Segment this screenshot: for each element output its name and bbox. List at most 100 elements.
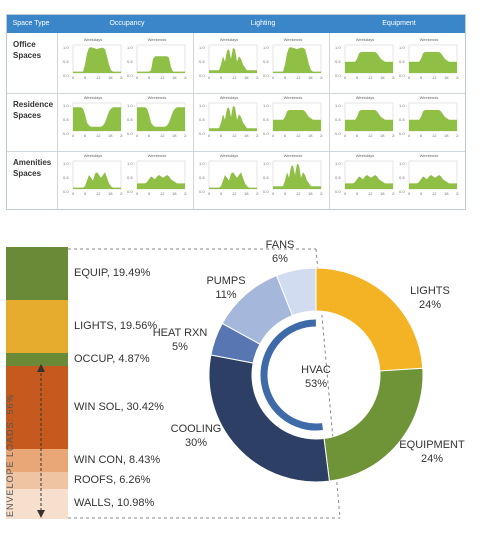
mini-x-tick: 6: [220, 75, 223, 80]
mini-chart-title: Weekends: [283, 153, 303, 158]
donut-slice-fans: [275, 267, 317, 317]
mini-x-tick: 0: [72, 75, 75, 80]
mini-x-tick: 24: [392, 75, 395, 80]
mini-x-tick: 12: [96, 191, 101, 196]
mini-x-tick: 12: [160, 191, 165, 196]
profile-area: [409, 52, 457, 73]
mini-x-tick: 6: [284, 191, 287, 196]
mini-x-tick: 24: [120, 191, 123, 196]
mini-profile-chart: Weekdays 1.0 0.5 0.00 6 12 18 24: [63, 37, 123, 83]
profile-area: [209, 172, 257, 189]
mini-x-tick: 12: [432, 75, 437, 80]
mini-x-tick: 0: [272, 133, 275, 138]
stack-segment-win-sol: [6, 366, 68, 450]
mini-y-tick: 0.5: [63, 117, 69, 122]
mini-chart-title: Weekends: [419, 37, 439, 42]
mini-x-tick: 24: [184, 191, 187, 196]
mini-x-tick: 6: [356, 75, 359, 80]
mini-chart-title: Weekdays: [83, 95, 103, 100]
mini-profile-chart: Weekends 1.0 0.5 0.00 6 12 18 24: [127, 95, 187, 141]
mini-x-tick: 6: [356, 191, 359, 196]
mini-y-tick: 1.0: [263, 103, 269, 108]
mini-y-tick: 0.5: [63, 59, 69, 64]
profile-area: [345, 52, 393, 73]
mini-y-tick: 1.0: [127, 45, 133, 50]
mini-y-tick: 1.0: [63, 45, 69, 50]
mini-profile-chart: Weekdays 1.0 0.5 0.00 6 12 18 24: [63, 95, 123, 141]
row-divider: [7, 151, 465, 152]
profile-area: [273, 110, 321, 131]
mini-profile-chart: Weekends 1.0 0.5 0.00 6 12 18 24: [399, 153, 459, 199]
mini-x-tick: 12: [432, 133, 437, 138]
mini-y-tick: 0.5: [127, 117, 133, 122]
stack-label: WIN SOL, 30.42%: [74, 400, 164, 413]
mini-x-tick: 6: [420, 133, 423, 138]
stack-segment-lights: [6, 300, 68, 354]
mini-x-tick: 24: [120, 133, 123, 138]
mini-y-tick: 0.5: [399, 59, 405, 64]
mini-x-tick: 6: [148, 133, 151, 138]
row-label-office: Office Spaces: [13, 40, 42, 60]
mini-x-tick: 0: [272, 75, 275, 80]
mini-x-tick: 0: [408, 75, 411, 80]
mini-x-tick: 12: [368, 75, 373, 80]
mini-x-tick: 24: [456, 75, 459, 80]
mini-y-tick: 1.0: [399, 103, 405, 108]
mini-chart-title: Weekdays: [83, 37, 103, 42]
grid-header: Space Type Occupancy Lighting Equipment: [7, 15, 465, 33]
profile-area: [73, 172, 121, 189]
mini-x-tick: 24: [320, 75, 323, 80]
mini-x-tick: 0: [408, 191, 411, 196]
mini-y-tick: 0.0: [127, 73, 133, 78]
mini-x-tick: 0: [136, 75, 139, 80]
mini-x-tick: 24: [184, 133, 187, 138]
mini-y-tick: 0.0: [63, 131, 69, 136]
mini-x-tick: 0: [72, 133, 75, 138]
mini-x-tick: 18: [444, 75, 449, 80]
mini-chart-title: Weekdays: [355, 95, 375, 100]
mini-x-tick: 0: [344, 75, 347, 80]
mini-chart-title: Weekends: [147, 153, 167, 158]
mini-profile-chart: Weekends 1.0 0.5 0.00 6 12 18 24: [127, 37, 187, 83]
mini-x-tick: 24: [320, 133, 323, 138]
mini-y-tick: 0.5: [199, 175, 205, 180]
mini-x-tick: 18: [380, 191, 385, 196]
profile-area: [409, 175, 457, 189]
envelope-arrow-down: [37, 510, 45, 518]
mini-y-tick: 1.0: [263, 161, 269, 166]
mini-x-tick: 18: [244, 191, 249, 196]
mini-y-tick: 0.0: [335, 189, 341, 194]
mini-x-tick: 6: [420, 75, 423, 80]
profile-area: [73, 47, 121, 73]
mini-x-tick: 24: [456, 133, 459, 138]
mini-x-tick: 6: [148, 191, 151, 196]
profile-area: [209, 47, 257, 73]
mini-x-tick: 24: [320, 191, 323, 196]
mini-x-tick: 6: [148, 75, 151, 80]
mini-x-tick: 0: [136, 133, 139, 138]
equipment-header: Equipment: [382, 20, 416, 27]
load-stack-bar: [6, 247, 68, 519]
profile-grid: Space Type Occupancy Lighting Equipment …: [6, 14, 466, 210]
mini-y-tick: 0.0: [399, 189, 405, 194]
mini-y-tick: 0.0: [263, 73, 269, 78]
mini-x-tick: 18: [108, 133, 113, 138]
mini-x-tick: 0: [208, 191, 211, 196]
mini-x-tick: 18: [108, 75, 113, 80]
mini-x-tick: 18: [108, 191, 113, 196]
mini-x-tick: 0: [72, 191, 75, 196]
mini-profile-chart: Weekends 1.0 0.5 0.00 6 12 18 24: [399, 95, 459, 141]
stack-segment-win-con: [6, 449, 68, 473]
mini-chart-title: Weekdays: [355, 37, 375, 42]
donut-label: EQUIPMENT 24%: [399, 439, 465, 465]
mini-x-tick: 18: [308, 191, 313, 196]
mini-x-tick: 6: [420, 191, 423, 196]
mini-y-tick: 1.0: [199, 161, 205, 166]
mini-y-tick: 0.5: [263, 175, 269, 180]
mini-chart-title: Weekdays: [219, 153, 239, 158]
mini-profile-chart: Weekends 1.0 0.5 0.00 6 12 18 24: [263, 153, 323, 199]
mini-x-tick: 0: [408, 133, 411, 138]
mini-x-tick: 24: [456, 191, 459, 196]
